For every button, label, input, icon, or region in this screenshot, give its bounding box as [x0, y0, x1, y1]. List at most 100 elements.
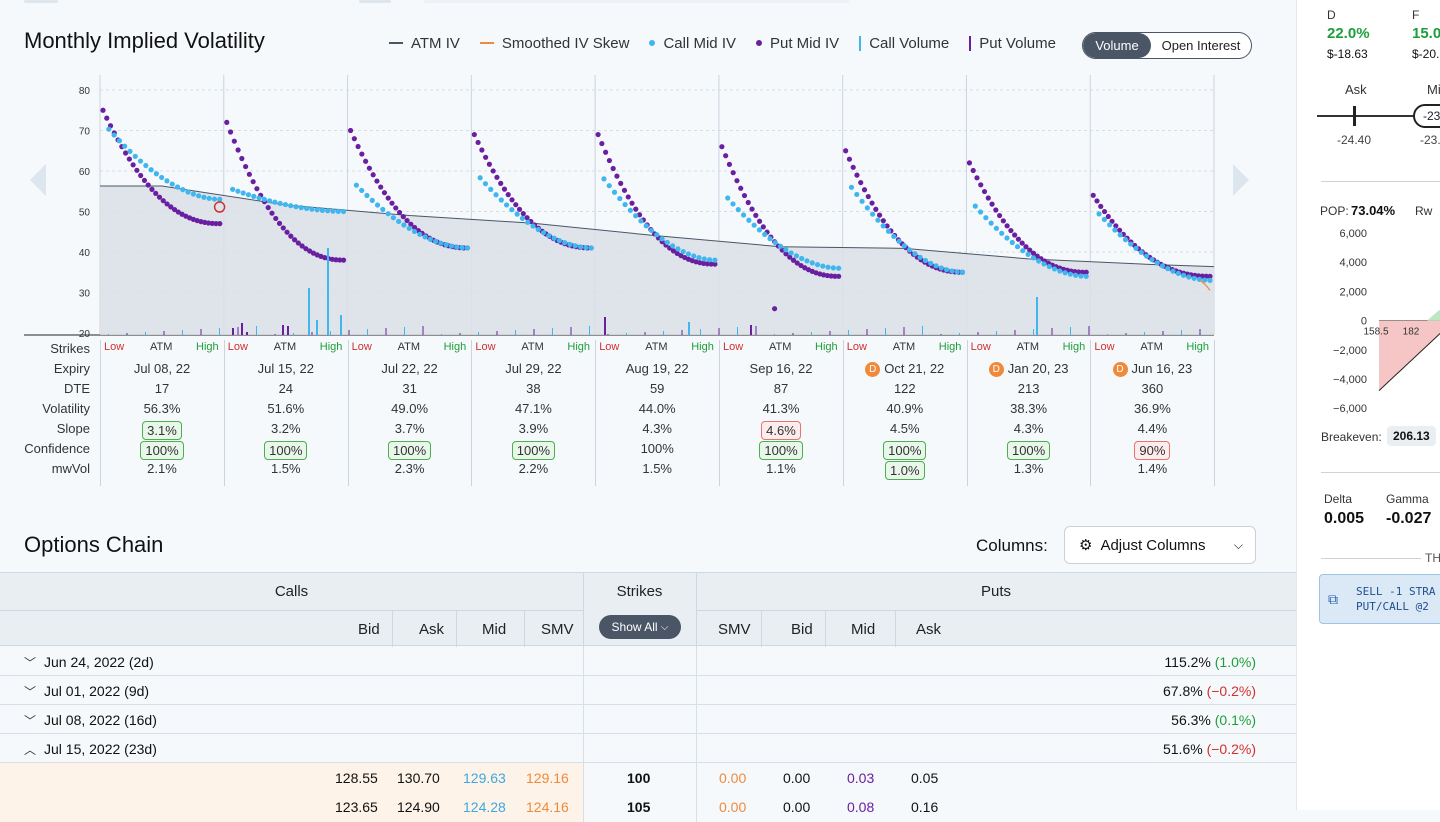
- row-label: Slope: [56, 421, 90, 436]
- stats-value: 59: [649, 381, 665, 396]
- put-mid-col[interactable]: Mid: [851, 621, 876, 638]
- strike-high-label[interactable]: High: [938, 341, 962, 353]
- call-mid-iv-point: [972, 203, 978, 209]
- strike-atm-label[interactable]: ATM: [892, 341, 916, 353]
- call-mid-iv-point: [896, 238, 902, 244]
- adjust-columns-dropdown[interactable]: ⚙ Adjust Columns ⌵: [1064, 526, 1256, 564]
- atm-iv-area: [100, 185, 1214, 335]
- strike-atm-label[interactable]: ATM: [273, 341, 297, 353]
- chart-next-arrow-icon[interactable]: [1233, 164, 1249, 196]
- legend-item[interactable]: Smoothed IV Skew: [479, 31, 629, 55]
- call-mid-iv-point: [116, 138, 123, 144]
- option-c-mid[interactable]: 129.63: [463, 770, 506, 786]
- strike-atm-label[interactable]: ATM: [1140, 341, 1163, 353]
- put-ask-col[interactable]: Ask: [916, 621, 942, 638]
- legend-item[interactable]: Call Mid IV: [649, 31, 736, 55]
- call-mid-iv-point: [401, 222, 407, 228]
- call-ask-col[interactable]: Ask: [419, 621, 445, 638]
- put-smv-col[interactable]: SMV: [718, 621, 751, 638]
- strike-low-label[interactable]: Low: [1094, 341, 1115, 353]
- strike-atm-label[interactable]: ATM: [397, 341, 420, 353]
- expiration-row[interactable]: ︿ Jul 15, 2022 (23d) 51.6% (−0.2%): [0, 734, 1296, 763]
- option-p-smv[interactable]: 0.00: [719, 799, 747, 815]
- strike-high-label[interactable]: High: [319, 341, 343, 353]
- option-c-ask[interactable]: 130.70: [397, 770, 440, 786]
- option-c-ask[interactable]: 124.90: [397, 799, 440, 815]
- legend-item[interactable]: Call Volume: [859, 31, 949, 55]
- strike-atm-label[interactable]: ATM: [1016, 341, 1039, 353]
- strike-atm-label[interactable]: ATM: [521, 341, 544, 353]
- strike-atm-label[interactable]: ATM: [150, 341, 173, 353]
- strike-high-label[interactable]: High: [1062, 341, 1086, 353]
- mid-pill[interactable]: -23.: [1413, 104, 1440, 128]
- call-mid-iv-point: [1144, 253, 1150, 259]
- strike-low-label[interactable]: Low: [970, 341, 991, 353]
- option-p-bid[interactable]: 0.00: [783, 770, 811, 786]
- strike-low-label[interactable]: Low: [846, 341, 867, 353]
- strike-atm-label[interactable]: ATM: [769, 341, 792, 353]
- call-smv-col[interactable]: SMV: [541, 621, 574, 638]
- volume-bar: [848, 330, 849, 335]
- volume-oi-toggle[interactable]: Volume Open Interest: [1082, 32, 1252, 59]
- call-mid-iv-point: [751, 222, 757, 228]
- option-p-mid[interactable]: 0.03: [847, 770, 875, 786]
- option-c-mid[interactable]: 124.28: [463, 799, 506, 815]
- ask-slider-handle[interactable]: [1353, 106, 1356, 126]
- legend-item[interactable]: ATM IV: [389, 31, 460, 55]
- strike-high-label[interactable]: High: [691, 341, 714, 353]
- strike-low-label[interactable]: Low: [723, 341, 744, 353]
- option-row[interactable]: 128.55 130.70 129.63 129.16 100 0.00 0.00 0.03 0…: [0, 763, 1296, 793]
- option-p-smv[interactable]: 0.00: [719, 770, 747, 786]
- show-all-strikes-button[interactable]: Show All ⌵: [599, 615, 681, 639]
- option-p-bid[interactable]: 0.00: [783, 799, 811, 815]
- strike-low-label[interactable]: Low: [599, 341, 620, 353]
- strike-low-label[interactable]: Low: [351, 341, 372, 353]
- strike-low-label[interactable]: Low: [227, 341, 248, 353]
- put-mid-iv-point: [231, 138, 237, 144]
- legend-item[interactable]: Put Volume: [969, 31, 1056, 55]
- call-mid-iv-point: [799, 255, 805, 262]
- expiration-row[interactable]: ﹀ Jun 24, 2022 (2d) 115.2% (1.0%): [0, 647, 1296, 676]
- option-row[interactable]: 123.65 124.90 124.28 124.16 105 0.00 0.00 0.08 0…: [0, 792, 1296, 822]
- call-mid-col[interactable]: Mid: [482, 621, 507, 638]
- stats-value: Jul 08, 22: [133, 361, 191, 376]
- chevron-down-icon: ﹀: [24, 656, 37, 670]
- legend-item[interactable]: Put Mid IV: [756, 31, 839, 55]
- put-mid-iv-point: [246, 171, 252, 177]
- option-strike[interactable]: 105: [627, 799, 651, 815]
- toggle-volume[interactable]: Volume: [1083, 33, 1151, 58]
- call-mid-iv-point: [680, 248, 686, 255]
- strike-high-label[interactable]: High: [1186, 341, 1210, 353]
- option-strike[interactable]: 100: [627, 770, 651, 786]
- strike-atm-label[interactable]: ATM: [645, 341, 668, 353]
- expiration-row[interactable]: ﹀ Jul 01, 2022 (9d) 67.8% (−0.2%): [0, 676, 1296, 705]
- strike-high-label[interactable]: High: [443, 341, 467, 353]
- put-mid-iv-point: [865, 193, 871, 200]
- option-p-ask[interactable]: 0.05: [911, 770, 939, 786]
- option-p-ask[interactable]: 0.16: [911, 799, 939, 815]
- price-slider-track[interactable]: [1317, 115, 1440, 117]
- strike-high-label[interactable]: High: [567, 341, 591, 353]
- strike-high-label[interactable]: High: [815, 341, 838, 353]
- call-mid-iv-point: [174, 184, 181, 190]
- chart-prev-arrow-icon[interactable]: [30, 164, 46, 196]
- stats-cell: 1.1%: [719, 461, 843, 476]
- strike-high-label[interactable]: High: [196, 341, 219, 353]
- put-bid-col[interactable]: Bid: [791, 621, 813, 638]
- expiration-row[interactable]: ﹀ Jul 08, 2022 (16d) 56.3% (0.1%): [0, 705, 1296, 734]
- call-bid-col[interactable]: Bid: [358, 621, 380, 638]
- option-c-bid[interactable]: 128.55: [335, 770, 378, 786]
- option-c-smv[interactable]: 129.16: [526, 770, 569, 786]
- order-ticket[interactable]: ⧉ SELL -1 STRA PUT/CALL @2: [1319, 574, 1440, 624]
- toggle-open-interest[interactable]: Open Interest: [1161, 38, 1241, 53]
- put-mid-iv-point: [1207, 273, 1213, 279]
- strike-low-label[interactable]: Low: [475, 341, 496, 353]
- options-chain-title: Options Chain: [24, 532, 164, 557]
- put-mid-iv-point: [741, 192, 748, 199]
- option-c-smv[interactable]: 124.16: [526, 799, 569, 815]
- option-c-bid[interactable]: 123.65: [335, 799, 378, 815]
- copy-icon[interactable]: ⧉: [1328, 591, 1338, 607]
- strike-low-label[interactable]: Low: [104, 341, 125, 353]
- call-mid-iv-point: [633, 213, 639, 219]
- option-p-mid[interactable]: 0.08: [847, 799, 875, 815]
